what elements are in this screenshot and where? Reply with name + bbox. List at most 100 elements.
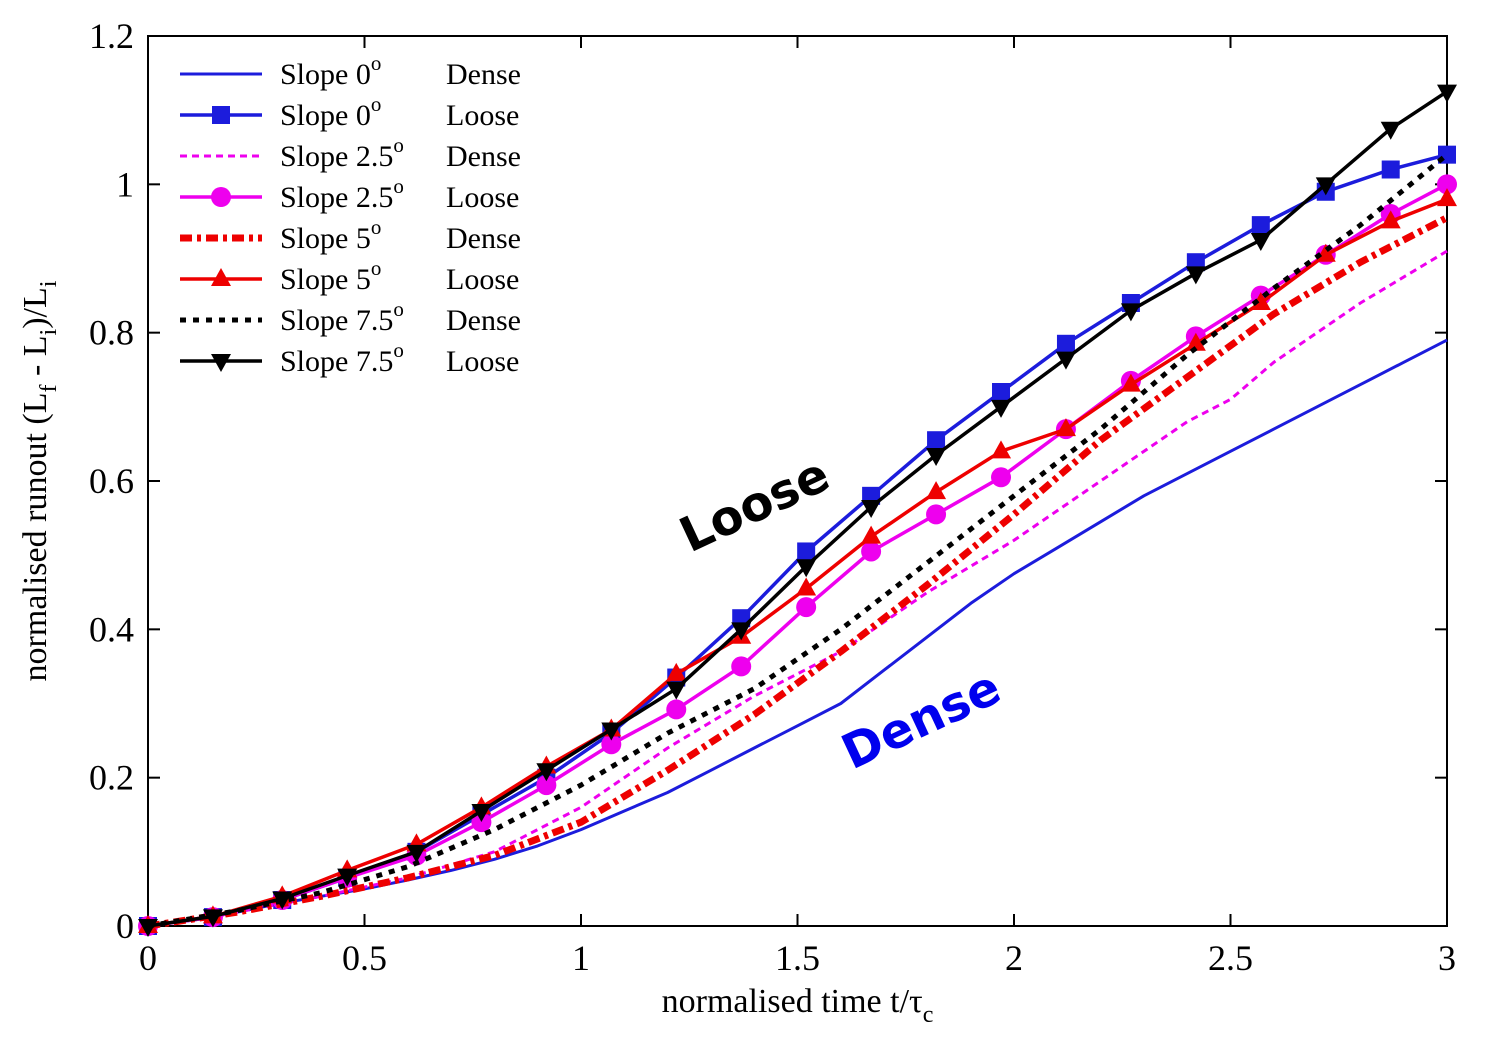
data-point [471, 812, 492, 833]
data-point [212, 106, 230, 124]
data-point [536, 775, 557, 796]
series-layer [138, 84, 1457, 937]
legend-entry: Slope 7.5o Loose [180, 338, 519, 378]
data-point [1185, 266, 1206, 285]
data-point [861, 541, 882, 562]
series-line [147, 152, 1449, 929]
data-point [1380, 121, 1401, 140]
legend-label: Slope 5o Loose [280, 256, 519, 296]
data-point [731, 656, 752, 677]
y-tick-label: 0.4 [89, 609, 134, 649]
x-tick-label: 2.5 [1208, 938, 1253, 978]
series-7 [138, 84, 1457, 937]
legend-entry: Slope 5o Loose [180, 256, 519, 296]
data-point [991, 399, 1012, 418]
data-point [1120, 303, 1141, 322]
legend-label: Slope 0o Loose [280, 92, 519, 132]
data-point [1185, 332, 1206, 351]
legend-label: Slope 7.5o Dense [280, 297, 521, 337]
data-point [1381, 160, 1400, 179]
data-point [138, 919, 158, 937]
data-point [796, 597, 817, 618]
data-point [666, 699, 687, 720]
data-point [1315, 177, 1336, 196]
y-tick-label: 0.6 [89, 461, 134, 501]
x-tick-label: 1.5 [775, 938, 820, 978]
legend-entry: Slope 5o Dense [180, 215, 521, 255]
y-tick-label: 1 [116, 164, 134, 204]
y-tick-label: 1.2 [89, 16, 134, 56]
legend-entry: Slope 2.5o Loose [180, 174, 519, 214]
data-point [926, 481, 947, 500]
y-tick-label: 0.2 [89, 758, 134, 798]
data-point [861, 525, 882, 544]
data-point [471, 804, 492, 823]
data-point [1437, 188, 1457, 207]
data-point [337, 868, 358, 887]
data-point [1315, 243, 1336, 262]
x-tick-label: 1 [572, 938, 590, 978]
series-line [147, 214, 1449, 930]
data-point [406, 844, 427, 863]
axis-titles: normalised time t/τc normalised runout (L… [17, 280, 933, 1028]
legend-entry: Slope 0o Dense [180, 51, 521, 91]
series-0 [147, 338, 1448, 928]
series-4 [147, 214, 1449, 930]
data-point [601, 722, 622, 741]
data-point [796, 559, 817, 578]
data-point [1056, 334, 1075, 353]
data-point [272, 891, 293, 910]
legend-entry: Slope 0o Loose [180, 92, 519, 132]
x-tick-label: 0.5 [342, 938, 387, 978]
legend-entry: Slope 7.5o Dense [180, 297, 521, 337]
data-point [202, 909, 223, 928]
x-tick-label: 3 [1438, 938, 1456, 978]
data-point [666, 681, 687, 700]
legend-label: Slope 2.5o Dense [280, 133, 521, 173]
y-axis-title: normalised runout (Lf - Li)/Li [17, 280, 62, 681]
x-tick-label: 2 [1005, 938, 1023, 978]
data-point [1437, 174, 1457, 195]
x-axis-title: normalised time t/τc [662, 983, 934, 1028]
data-point [731, 622, 752, 641]
y-tick-label: 0.8 [89, 313, 134, 353]
data-point [1120, 373, 1141, 392]
data-point [797, 542, 816, 561]
tick-labels: 0 0.5 1 1.5 2 2.5 3 0 0.2 0.4 0.6 0.8 1 1.2 [89, 16, 1456, 978]
data-point [1251, 216, 1270, 235]
data-point [1055, 418, 1076, 437]
y-tick-label: 0 [116, 906, 134, 946]
data-point [991, 440, 1012, 459]
data-point [211, 354, 231, 372]
plot-frame [147, 35, 1448, 927]
data-point [991, 467, 1012, 488]
data-point [796, 577, 817, 596]
data-point [927, 431, 946, 450]
series-6 [147, 152, 1449, 929]
data-point [1380, 210, 1401, 229]
data-point [926, 504, 947, 525]
legend-entry: Slope 2.5o Dense [180, 133, 521, 173]
data-point [992, 383, 1011, 401]
x-tick-label: 0 [139, 938, 157, 978]
legend-label: Slope 5o Dense [280, 215, 521, 255]
data-point [601, 734, 622, 755]
data-point [666, 662, 687, 681]
legend-label: Slope 7.5o Loose [280, 338, 519, 378]
data-point [1250, 292, 1271, 310]
data-point [211, 187, 231, 207]
series-line [147, 338, 1448, 928]
data-point [211, 268, 231, 286]
legend-label: Slope 2.5o Loose [280, 174, 519, 214]
data-point [1250, 232, 1271, 251]
data-point [1437, 84, 1457, 103]
annotation-dense: Dense [833, 659, 1009, 781]
data-point [1055, 351, 1076, 370]
data-point [926, 448, 947, 467]
legend-label: Slope 0o Dense [280, 51, 521, 91]
data-point [536, 763, 557, 782]
data-point [861, 499, 882, 518]
